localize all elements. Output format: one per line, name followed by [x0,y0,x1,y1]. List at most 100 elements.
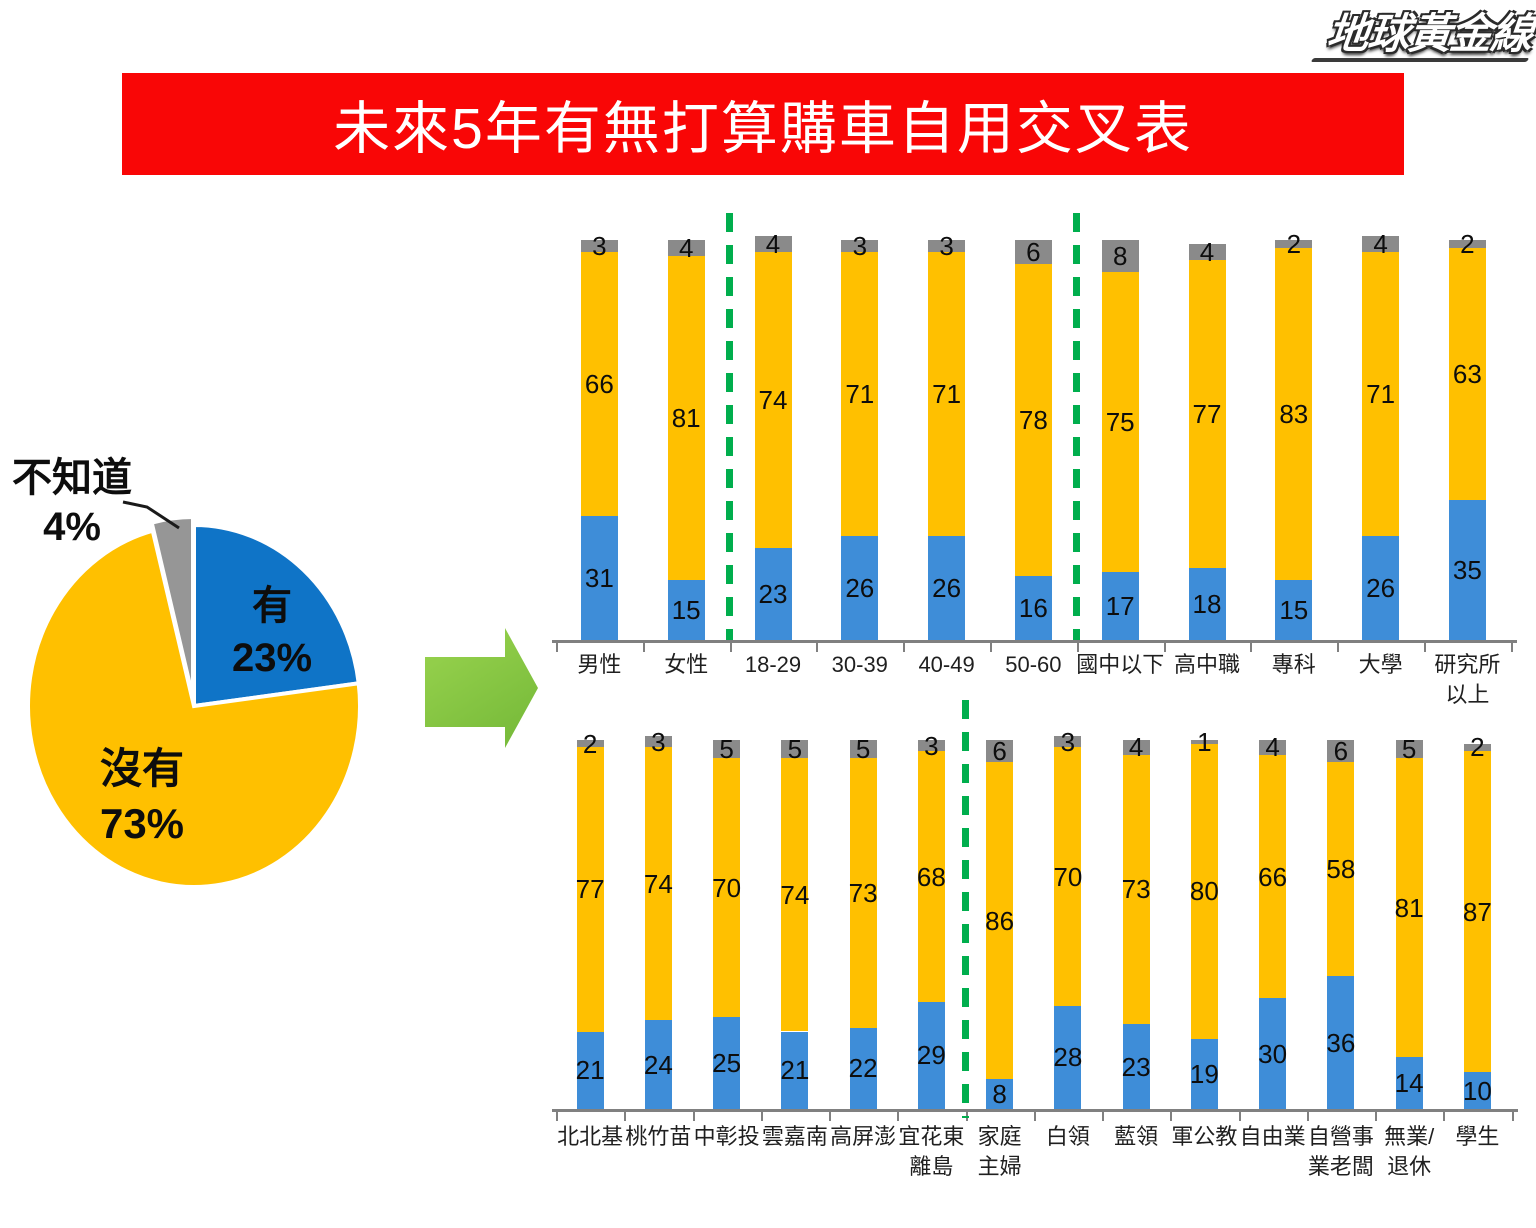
category-label: 北北基 [557,1124,624,1149]
bar-segment [1463,1072,1491,1109]
category-label: 雲嘉南 [761,1124,828,1149]
pie-label-no: 沒有 73% [99,745,185,847]
bar-value-label: 21 [780,1055,810,1086]
bar-segment [1395,740,1423,759]
bar-value-label: 2 [1470,732,1485,763]
axis-tick [1306,1109,1309,1121]
separator-line [1073,213,1081,640]
bar-segment [667,256,705,580]
bar-value-label: 23 [1121,1051,1151,1082]
bar-value-label: 8 [1112,241,1128,271]
category-label: 宜花東 離島 [898,1124,965,1179]
bar-value-label: 26 [845,573,875,603]
bar-value-label: 2 [1286,229,1302,259]
bar-value-label: 3 [592,231,607,261]
bar-segment [1054,736,1082,748]
bar-value-label: 30 [1258,1038,1288,1069]
bar-segment [667,240,705,256]
bar-value-label: 70 [1053,861,1083,892]
bar-segment [1259,740,1287,755]
bar-value-label: 2 [1460,229,1475,259]
bar-value-label: 80 [1189,876,1219,907]
axis-tick [990,640,992,652]
bar-value-label: 73 [848,878,878,909]
bar-segment [580,240,618,252]
bar-segment [986,762,1014,1080]
axis-tick [897,1109,900,1121]
bar-value-label: 15 [1279,595,1309,625]
bar-value-label: 16 [1018,593,1048,623]
arrow-right-shape [425,628,538,748]
bar-value-label: 78 [1018,405,1048,435]
bar-segment [1275,240,1313,248]
bar-segment [841,252,879,536]
bar-value-label: 63 [1452,359,1482,389]
category-label: 女性 [664,652,709,677]
bar-value-label: 3 [651,726,666,757]
bar-value-label: 4 [1265,732,1280,763]
bar-segment [754,548,792,640]
bar-segment [1448,240,1486,248]
bar-segment [849,740,877,759]
axis-tick [1424,640,1426,652]
category-label: 家庭 主婦 [977,1124,1022,1179]
bar-value-label: 25 [712,1047,742,1078]
bar-segment [849,1027,877,1109]
axis-tick [624,1109,627,1121]
bar-segment [1122,754,1150,1025]
category-label: 高中職 [1173,652,1240,677]
axis-tick [642,640,645,652]
category-label: 男性 [577,652,622,677]
bar-segment [1188,568,1226,640]
axis-tick [1510,640,1513,652]
bar-value-label: 5 [787,734,803,765]
bar-segment [1259,998,1287,1109]
bar-value-label: 66 [584,369,614,399]
bar-segment [928,240,966,252]
bar-value-label: 14 [1394,1068,1424,1099]
bar-value-label: 10 [1462,1075,1492,1106]
bar-value-label: 17 [1105,591,1135,621]
category-label: 無業/ 退休 [1384,1124,1435,1179]
category-label: 50-60 [1005,652,1062,677]
bar-value-label: 26 [932,573,962,603]
bar-segment [1362,252,1400,536]
bar-value-label: 6 [1333,736,1349,767]
bar-segment [713,1016,741,1109]
axis-tick [1443,1109,1446,1121]
bar-value-label: 74 [758,385,788,415]
bar-value-label: 87 [1462,896,1492,927]
axis-tick [556,640,558,652]
bar-value-label: 70 [712,872,742,903]
pie-label-yes: 有 23% [231,584,313,680]
bar-value-label: 4 [1128,732,1144,763]
bar-segment [644,1020,672,1109]
bar-value-label: 3 [1060,726,1076,757]
bar-value-label: 36 [1326,1027,1356,1058]
axis-tick [1102,1109,1104,1121]
bar-segment [1362,536,1400,640]
x-axis [552,640,1517,643]
bar-value-label: 23 [758,579,788,609]
bar-value-label: 4 [765,229,781,259]
category-label: 40-49 [918,652,975,677]
bar-segment [1190,743,1218,1039]
axis-tick [1170,1109,1173,1121]
bar-value-label: 58 [1326,854,1356,885]
bar-segment [928,252,966,536]
category-label: 18-29 [744,652,802,677]
bar-segment [928,536,966,640]
category-label: 自由業 [1239,1124,1306,1149]
bar-segment [1188,260,1226,568]
bar-segment [754,236,792,252]
pie-chart [26,500,363,889]
bar-segment [1122,740,1150,755]
bar-segment [849,758,877,1028]
category-label: 中彰投 [693,1124,760,1149]
bar-segment [1014,240,1052,264]
axis-tick [692,1109,695,1121]
bar-value-label: 71 [845,379,875,409]
bar-segment [576,1031,604,1109]
